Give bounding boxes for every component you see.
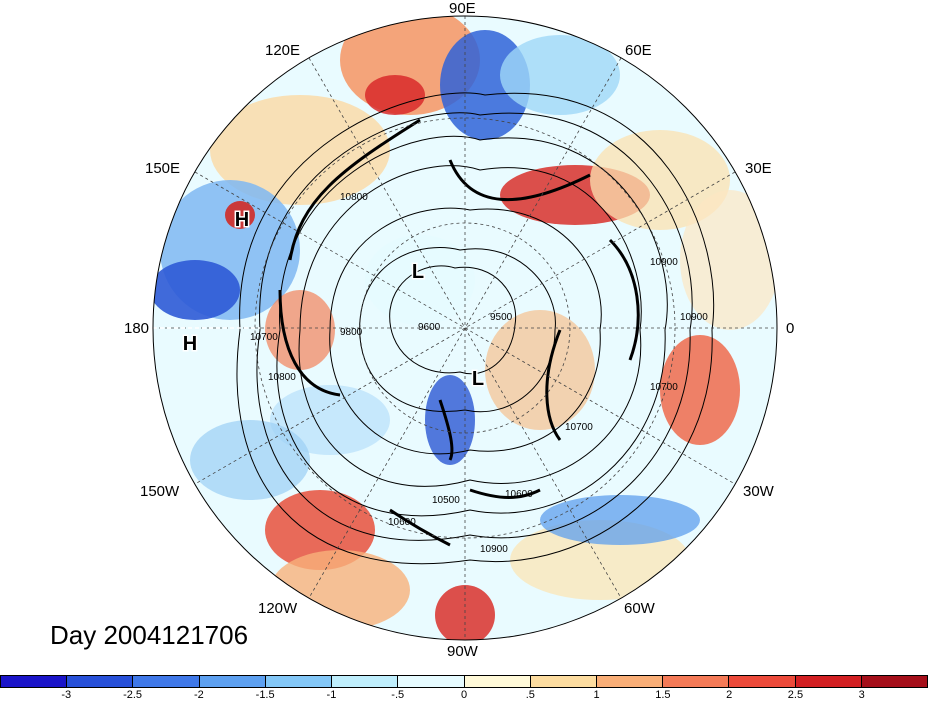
colorbar-tick-label: 1 [593,689,600,701]
lon-label-180: 180 [124,320,150,337]
colorbar-tick-label: -2.5 [123,689,143,701]
colorbar-swatch [67,676,134,687]
colorbar-swatch [663,676,730,687]
contour-label: 10700 [565,422,593,433]
geopotential-contours [236,92,715,565]
lon-label-60w: 60W [624,600,655,617]
contour-label: 10600 [388,517,416,528]
colorbar-tick-label: -1.5 [255,689,275,701]
colorbar-tick-label: 2 [726,689,733,701]
contour-label: 10900 [650,257,678,268]
colorbar-swatch [596,676,664,687]
high-marker-2: H [183,333,197,355]
contour-label: 10900 [480,544,508,555]
contour-label: 9500 [490,312,513,323]
contour-label: 10600 [505,489,533,500]
colorbar-tick-label: 2.5 [787,689,804,701]
map-border [152,15,778,641]
low-marker-1: L [412,261,424,283]
colorbar-tick-label: -1 [326,689,337,701]
contour-label: 10800 [340,192,368,203]
colorbar-swatch [332,676,399,687]
lon-label-30w: 30W [743,483,774,500]
lon-label-30e: 30E [745,160,772,177]
lon-label-120w: 120W [258,600,298,617]
lon-label-150e: 150E [145,160,181,177]
colorbar-swatch [199,676,266,687]
contour-labels: 10800 10900 10700 9800 9600 9500 10700 1… [250,192,708,555]
contour-label: 10500 [432,495,460,506]
colorbar-swatch [398,676,465,687]
colorbar-tick-label: -3 [61,689,72,701]
colorbar-swatch [530,676,597,687]
contour-label: 9800 [340,327,363,338]
colorbar-tick-label: 1.5 [655,689,671,701]
contour-label: 10700 [650,382,678,393]
contour-label: 10700 [250,332,278,343]
colorbar-tick-label: 0 [460,689,468,701]
contour-label: 10800 [268,372,296,383]
contour-label: 9600 [418,322,441,333]
graticule [153,16,777,640]
lon-label-90w: 90W [447,643,478,660]
colorbar-swatch [729,676,796,687]
lon-label-0: 0 [786,320,795,337]
lon-label-150w: 150W [140,483,180,500]
colorbar-swatch [133,676,200,687]
colorbar-swatch [265,676,333,687]
colorbar-tick-label: -.5 [391,689,405,701]
colorbar-swatch [464,676,531,687]
colorbar-swatch [861,676,928,687]
lon-label-60e: 60E [625,42,652,59]
lon-label-120e: 120E [265,42,301,59]
colorbar-tick-label: -2 [193,689,204,701]
colorbar-tick-label: 3 [858,689,865,701]
low-marker-2: L [472,368,484,390]
colorbar-swatch [1,676,68,687]
contour-label: 10900 [680,312,708,323]
colorbar-tick-label: .5 [525,689,535,701]
lon-label-90e: 90E [449,0,476,17]
high-marker-1: H [235,209,249,231]
colorbar-swatch [795,676,862,687]
colorbar [0,675,928,688]
day-title: Day 2004121706 [50,620,249,650]
